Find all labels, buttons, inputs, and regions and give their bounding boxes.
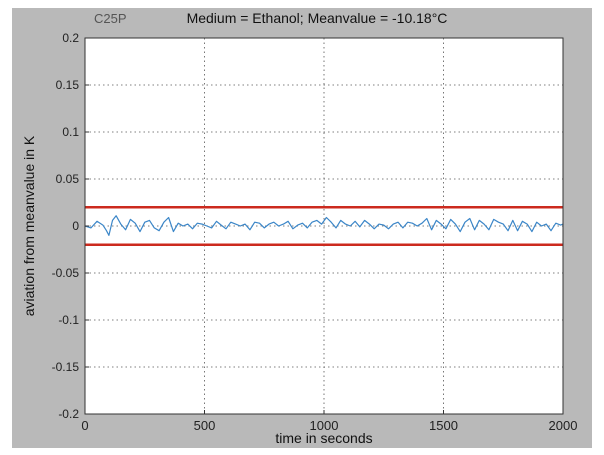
y-tick-label: -0.15 (52, 360, 80, 374)
y-tick-label: -0.05 (52, 266, 80, 280)
y-tick-label: -0.1 (58, 313, 79, 327)
x-tick-label: 1500 (429, 418, 458, 433)
x-axis-ticks: 0 500 1000 1500 2000 (81, 410, 577, 433)
chart-code-label: C25P (94, 11, 127, 26)
y-tick-label: 0.05 (56, 172, 80, 186)
gridlines (85, 38, 563, 414)
y-tick-label: 0.2 (62, 31, 79, 45)
series-group (84, 215, 564, 236)
series-line (84, 215, 564, 236)
y-axis-label: aviation from meanvalue in K (21, 135, 37, 316)
y-axis-ticks: 0.2 0.15 0.1 0.05 0 -0.05 -0.1 -0.15 -0.2 (52, 31, 89, 421)
y-tick-label: -0.2 (58, 407, 79, 421)
y-tick-label: 0 (72, 219, 79, 233)
x-axis-label: time in seconds (275, 430, 372, 446)
chart-title: Medium = Ethanol; Meanvalue = -10.18°C (187, 10, 448, 26)
y-tick-label: 0.15 (56, 78, 80, 92)
x-tick-label: 0 (81, 418, 88, 433)
y-tick-label: 0.1 (62, 125, 79, 139)
limit-lines (85, 205, 563, 247)
x-tick-label: 1000 (310, 418, 339, 433)
x-tick-label: 2000 (549, 418, 578, 433)
x-tick-label: 500 (194, 418, 216, 433)
